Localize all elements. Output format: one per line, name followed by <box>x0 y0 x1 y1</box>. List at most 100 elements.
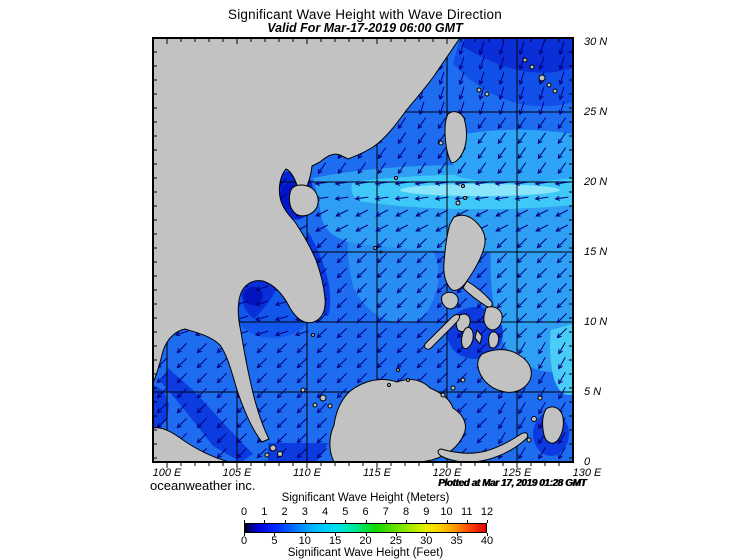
legend-tick-label: 11 <box>461 506 473 518</box>
wave-direction-arrow <box>254 285 269 292</box>
wave-direction-arrow <box>458 41 465 56</box>
wave-direction-arrow <box>337 162 347 175</box>
legend-tick-mark <box>284 520 286 523</box>
wave-direction-arrow <box>296 433 307 444</box>
wave-direction-arrow <box>556 268 567 279</box>
landmasses <box>153 38 564 462</box>
wave-direction-arrow <box>416 268 427 279</box>
wave-direction-arrow <box>396 268 407 279</box>
legend-tick-label: 8 <box>402 506 410 518</box>
wave-direction-arrow <box>536 268 547 279</box>
land-cebu <box>474 329 483 345</box>
wave-direction-arrow <box>518 71 525 86</box>
wave-direction-arrow <box>456 298 467 309</box>
legend-tick-label: 3 <box>301 506 308 518</box>
legend-tick-label: 30 <box>420 535 433 547</box>
legend-tick-label: 6 <box>362 506 369 518</box>
wave-direction-arrow <box>477 117 487 130</box>
wave-direction-arrow <box>354 195 369 201</box>
wave-direction-arrow <box>176 373 187 384</box>
legend-tick-mark <box>385 520 387 523</box>
wave-direction-arrow <box>496 283 507 294</box>
wave-direction-arrow <box>416 238 427 249</box>
wave-direction-arrow <box>518 417 526 430</box>
wave-direction-arrow <box>396 283 407 294</box>
wave-direction-arrow <box>294 330 309 337</box>
wave-direction-arrow <box>478 56 485 71</box>
wave-direction-arrow <box>516 238 527 249</box>
wave-direction-arrow <box>436 373 447 384</box>
wave-direction-arrow <box>316 238 327 249</box>
wave-direction-arrow <box>558 357 566 370</box>
wave-direction-arrow <box>478 41 485 56</box>
wave-direction-arrow <box>517 162 527 175</box>
wave-direction-arrow <box>558 372 566 385</box>
wave-direction-arrow <box>336 373 347 384</box>
wave-direction-arrow <box>536 238 547 249</box>
wave-direction-arrow <box>474 180 489 186</box>
wave-direction-arrow <box>156 388 167 399</box>
wave-direction-arrow <box>316 373 327 384</box>
wave-direction-arrow <box>356 283 367 294</box>
wave-direction-arrow <box>538 101 545 116</box>
wave-direction-arrow <box>535 209 549 217</box>
legend-tick-mark <box>274 533 276 536</box>
wave-direction-arrow <box>216 403 227 414</box>
wave-direction-arrow <box>498 56 505 71</box>
shade-gulf-thailand-core <box>243 287 263 305</box>
wave-direction-arrow <box>216 433 227 444</box>
wave-direction-arrow <box>336 283 347 294</box>
wave-direction-arrow <box>415 224 429 232</box>
wave-direction-arrow <box>476 268 487 279</box>
legend-tick-mark <box>487 520 488 523</box>
wave-direction-arrow <box>416 298 427 309</box>
wave-direction-arrow <box>516 328 527 339</box>
x-tick-label: 115 E <box>363 467 391 479</box>
land-palawan <box>424 314 460 350</box>
y-tick-label: 10 N <box>584 316 608 328</box>
wave-direction-arrow <box>356 238 367 249</box>
wave-direction-arrow <box>514 195 529 201</box>
wave-direction-arrow <box>538 342 546 355</box>
wave-direction-arrow <box>396 343 407 354</box>
legend-tick-label: 25 <box>389 535 402 547</box>
wave-direction-arrow <box>558 86 565 101</box>
wave-direction-arrow <box>256 448 267 459</box>
wave-direction-arrow <box>476 433 487 444</box>
wave-direction-arrow <box>517 147 527 160</box>
land-halmahera <box>542 406 564 444</box>
wave-direction-arrow <box>556 283 567 294</box>
wave-direction-arrow <box>356 268 367 279</box>
wave-direction-arrow <box>176 388 187 399</box>
y-tick-label: 15 N <box>584 246 608 258</box>
wave-direction-arrow <box>557 162 567 175</box>
wave-direction-arrow <box>537 132 547 145</box>
legend-tick-label: 1 <box>261 506 268 518</box>
y-tick-label: 30 N <box>584 36 608 48</box>
wave-direction-arrow <box>376 298 387 309</box>
wave-direction-arrow <box>538 372 546 385</box>
wave-direction-arrow <box>256 343 267 354</box>
wave-direction-arrow <box>434 180 449 186</box>
x-tick-label: 110 E <box>293 467 321 479</box>
wave-direction-arrow <box>518 101 525 116</box>
wave-direction-arrow <box>434 195 449 201</box>
wave-direction-arrow <box>498 402 506 415</box>
wave-direction-arrow <box>498 41 505 56</box>
wave-direction-arrow <box>276 403 287 414</box>
wave-direction-arrow <box>478 101 485 116</box>
wave-direction-arrow <box>538 41 545 56</box>
land-luzon <box>443 214 486 291</box>
wave-direction-arrow <box>436 358 447 369</box>
wave-direction-arrow <box>276 418 287 429</box>
wave-direction-arrow <box>557 147 567 160</box>
wave-direction-arrow <box>356 358 367 369</box>
wave-direction-arrow <box>558 387 566 400</box>
wave-direction-arrow <box>376 328 387 339</box>
wave-direction-arrow <box>497 117 507 130</box>
land-mindanao <box>477 349 532 393</box>
wave-direction-arrow <box>437 117 447 130</box>
wave-direction-arrow <box>438 101 445 116</box>
wave-direction-arrow <box>558 342 566 355</box>
wave-direction-arrow <box>477 147 487 160</box>
